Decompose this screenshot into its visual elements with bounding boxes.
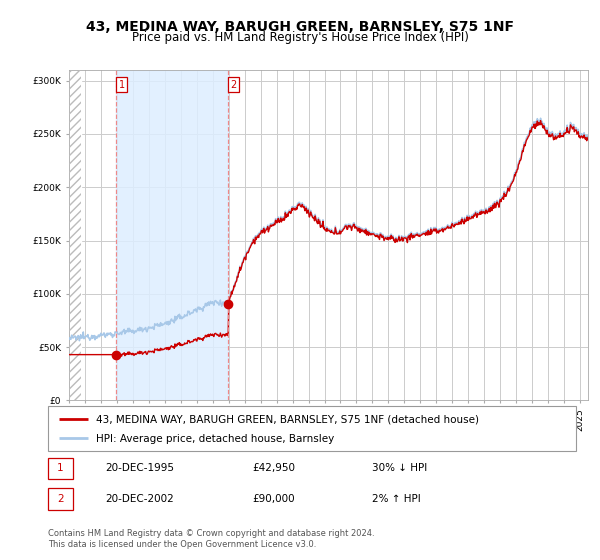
Text: 43, MEDINA WAY, BARUGH GREEN, BARNSLEY, S75 1NF: 43, MEDINA WAY, BARUGH GREEN, BARNSLEY, … — [86, 20, 514, 34]
Text: Contains HM Land Registry data © Crown copyright and database right 2024.
This d: Contains HM Land Registry data © Crown c… — [48, 529, 374, 549]
Text: 20-DEC-2002: 20-DEC-2002 — [105, 494, 174, 504]
Text: 2: 2 — [57, 494, 64, 504]
Bar — [69, 70, 81, 400]
Text: HPI: Average price, detached house, Barnsley: HPI: Average price, detached house, Barn… — [95, 434, 334, 444]
Text: 1: 1 — [57, 463, 64, 473]
Text: 2: 2 — [230, 80, 237, 90]
Bar — [116, 70, 228, 400]
Text: 1: 1 — [119, 80, 125, 90]
Text: 2% ↑ HPI: 2% ↑ HPI — [372, 494, 421, 504]
Text: 43, MEDINA WAY, BARUGH GREEN, BARNSLEY, S75 1NF (detached house): 43, MEDINA WAY, BARUGH GREEN, BARNSLEY, … — [95, 414, 479, 424]
Bar — [69, 70, 81, 400]
Text: 30% ↓ HPI: 30% ↓ HPI — [372, 463, 427, 473]
Text: Price paid vs. HM Land Registry's House Price Index (HPI): Price paid vs. HM Land Registry's House … — [131, 31, 469, 44]
FancyBboxPatch shape — [48, 406, 576, 451]
Text: £90,000: £90,000 — [252, 494, 295, 504]
Text: £42,950: £42,950 — [252, 463, 295, 473]
Text: 20-DEC-1995: 20-DEC-1995 — [105, 463, 174, 473]
